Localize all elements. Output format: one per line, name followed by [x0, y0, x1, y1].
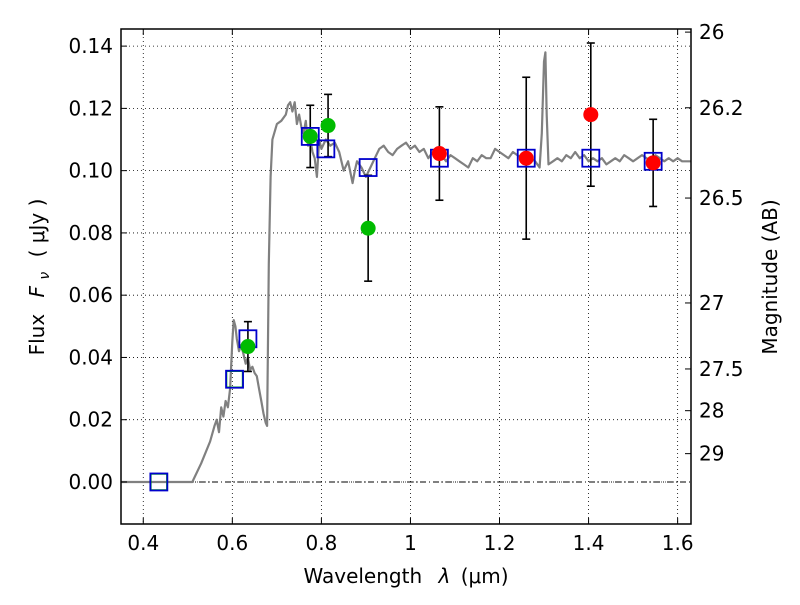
observed-point-red — [518, 150, 534, 166]
x-tick-labels: 0.4 0.6 0.8 1 1.2 1.4 1.6 — [127, 531, 693, 555]
y-tick-label: 0.00 — [68, 470, 113, 494]
y-tick-label: 0.04 — [68, 345, 113, 369]
magnitude-tick-label: 28 — [699, 399, 724, 423]
magnitude-tick-label: 26.5 — [699, 186, 744, 210]
model-flux-square — [300, 127, 320, 146]
x-axis-label-symbol: λ — [438, 564, 451, 588]
model-flux-square — [581, 148, 601, 168]
magnitude-tick-labels: 26 26.2 26.5 27 27.5 28 29 — [699, 20, 744, 466]
observed-points — [240, 107, 661, 355]
model-flux-square — [358, 158, 378, 177]
model-flux-square — [516, 148, 536, 168]
y-axis-label-text: Flux — [25, 314, 49, 356]
y-tick-label: 0.12 — [68, 96, 113, 120]
observed-point-red — [431, 146, 447, 162]
observed-point-red — [645, 155, 661, 171]
observed-point-green — [240, 339, 256, 355]
observed-point-red — [583, 107, 599, 123]
magnitude-tick-label: 29 — [699, 442, 724, 466]
grid-lines — [121, 29, 691, 524]
x-axis-label-unit: (μm) — [461, 564, 509, 588]
y-axis-label: Flux F ν ( μJy ) — [25, 199, 54, 356]
observed-point-green — [360, 220, 376, 236]
x-tick-label: 1 — [404, 531, 417, 555]
y-tick-labels: 0.00 0.02 0.04 0.06 0.08 0.10 0.12 0.14 — [68, 34, 113, 494]
model-flux-square — [225, 369, 244, 389]
y-tick-label: 0.10 — [68, 159, 113, 183]
x-tick-label: 1.6 — [662, 531, 694, 555]
x-tick-label: 0.8 — [305, 531, 337, 555]
magnitude-tick-label: 27 — [699, 291, 724, 315]
model-flux-square — [149, 472, 169, 492]
y-axis-label-unit: ( μJy ) — [25, 199, 49, 258]
magnitude-tick-label: 26 — [699, 20, 724, 44]
plot-frame — [120, 28, 692, 525]
y-axis-label-symbol: F — [25, 285, 49, 297]
x-tick-label: 0.4 — [127, 531, 159, 555]
x-tick-label: 1.4 — [573, 531, 605, 555]
y-axis-label-sub: ν — [37, 272, 53, 280]
observed-point-green — [320, 118, 336, 134]
observed-point-green — [302, 128, 318, 144]
tick-marks — [121, 29, 691, 524]
y-tick-label: 0.08 — [68, 221, 113, 245]
y-tick-label: 0.02 — [68, 408, 113, 432]
model-flux-square — [316, 139, 336, 159]
model-spectrum-line — [121, 51, 691, 484]
x-axis-label: Wavelength λ (μm) — [303, 564, 508, 588]
x-tick-label: 0.6 — [216, 531, 248, 555]
model-flux-squares — [149, 127, 663, 492]
magnitude-tick-label: 26.2 — [699, 96, 744, 120]
y2-axis-label: Magnitude (AB) — [758, 199, 782, 354]
x-axis-label-text: Wavelength — [303, 564, 422, 588]
magnitude-tick-label: 27.5 — [699, 357, 744, 381]
y-tick-label: 0.06 — [68, 283, 113, 307]
y-tick-label: 0.14 — [68, 34, 113, 58]
x-tick-label: 1.2 — [484, 531, 516, 555]
